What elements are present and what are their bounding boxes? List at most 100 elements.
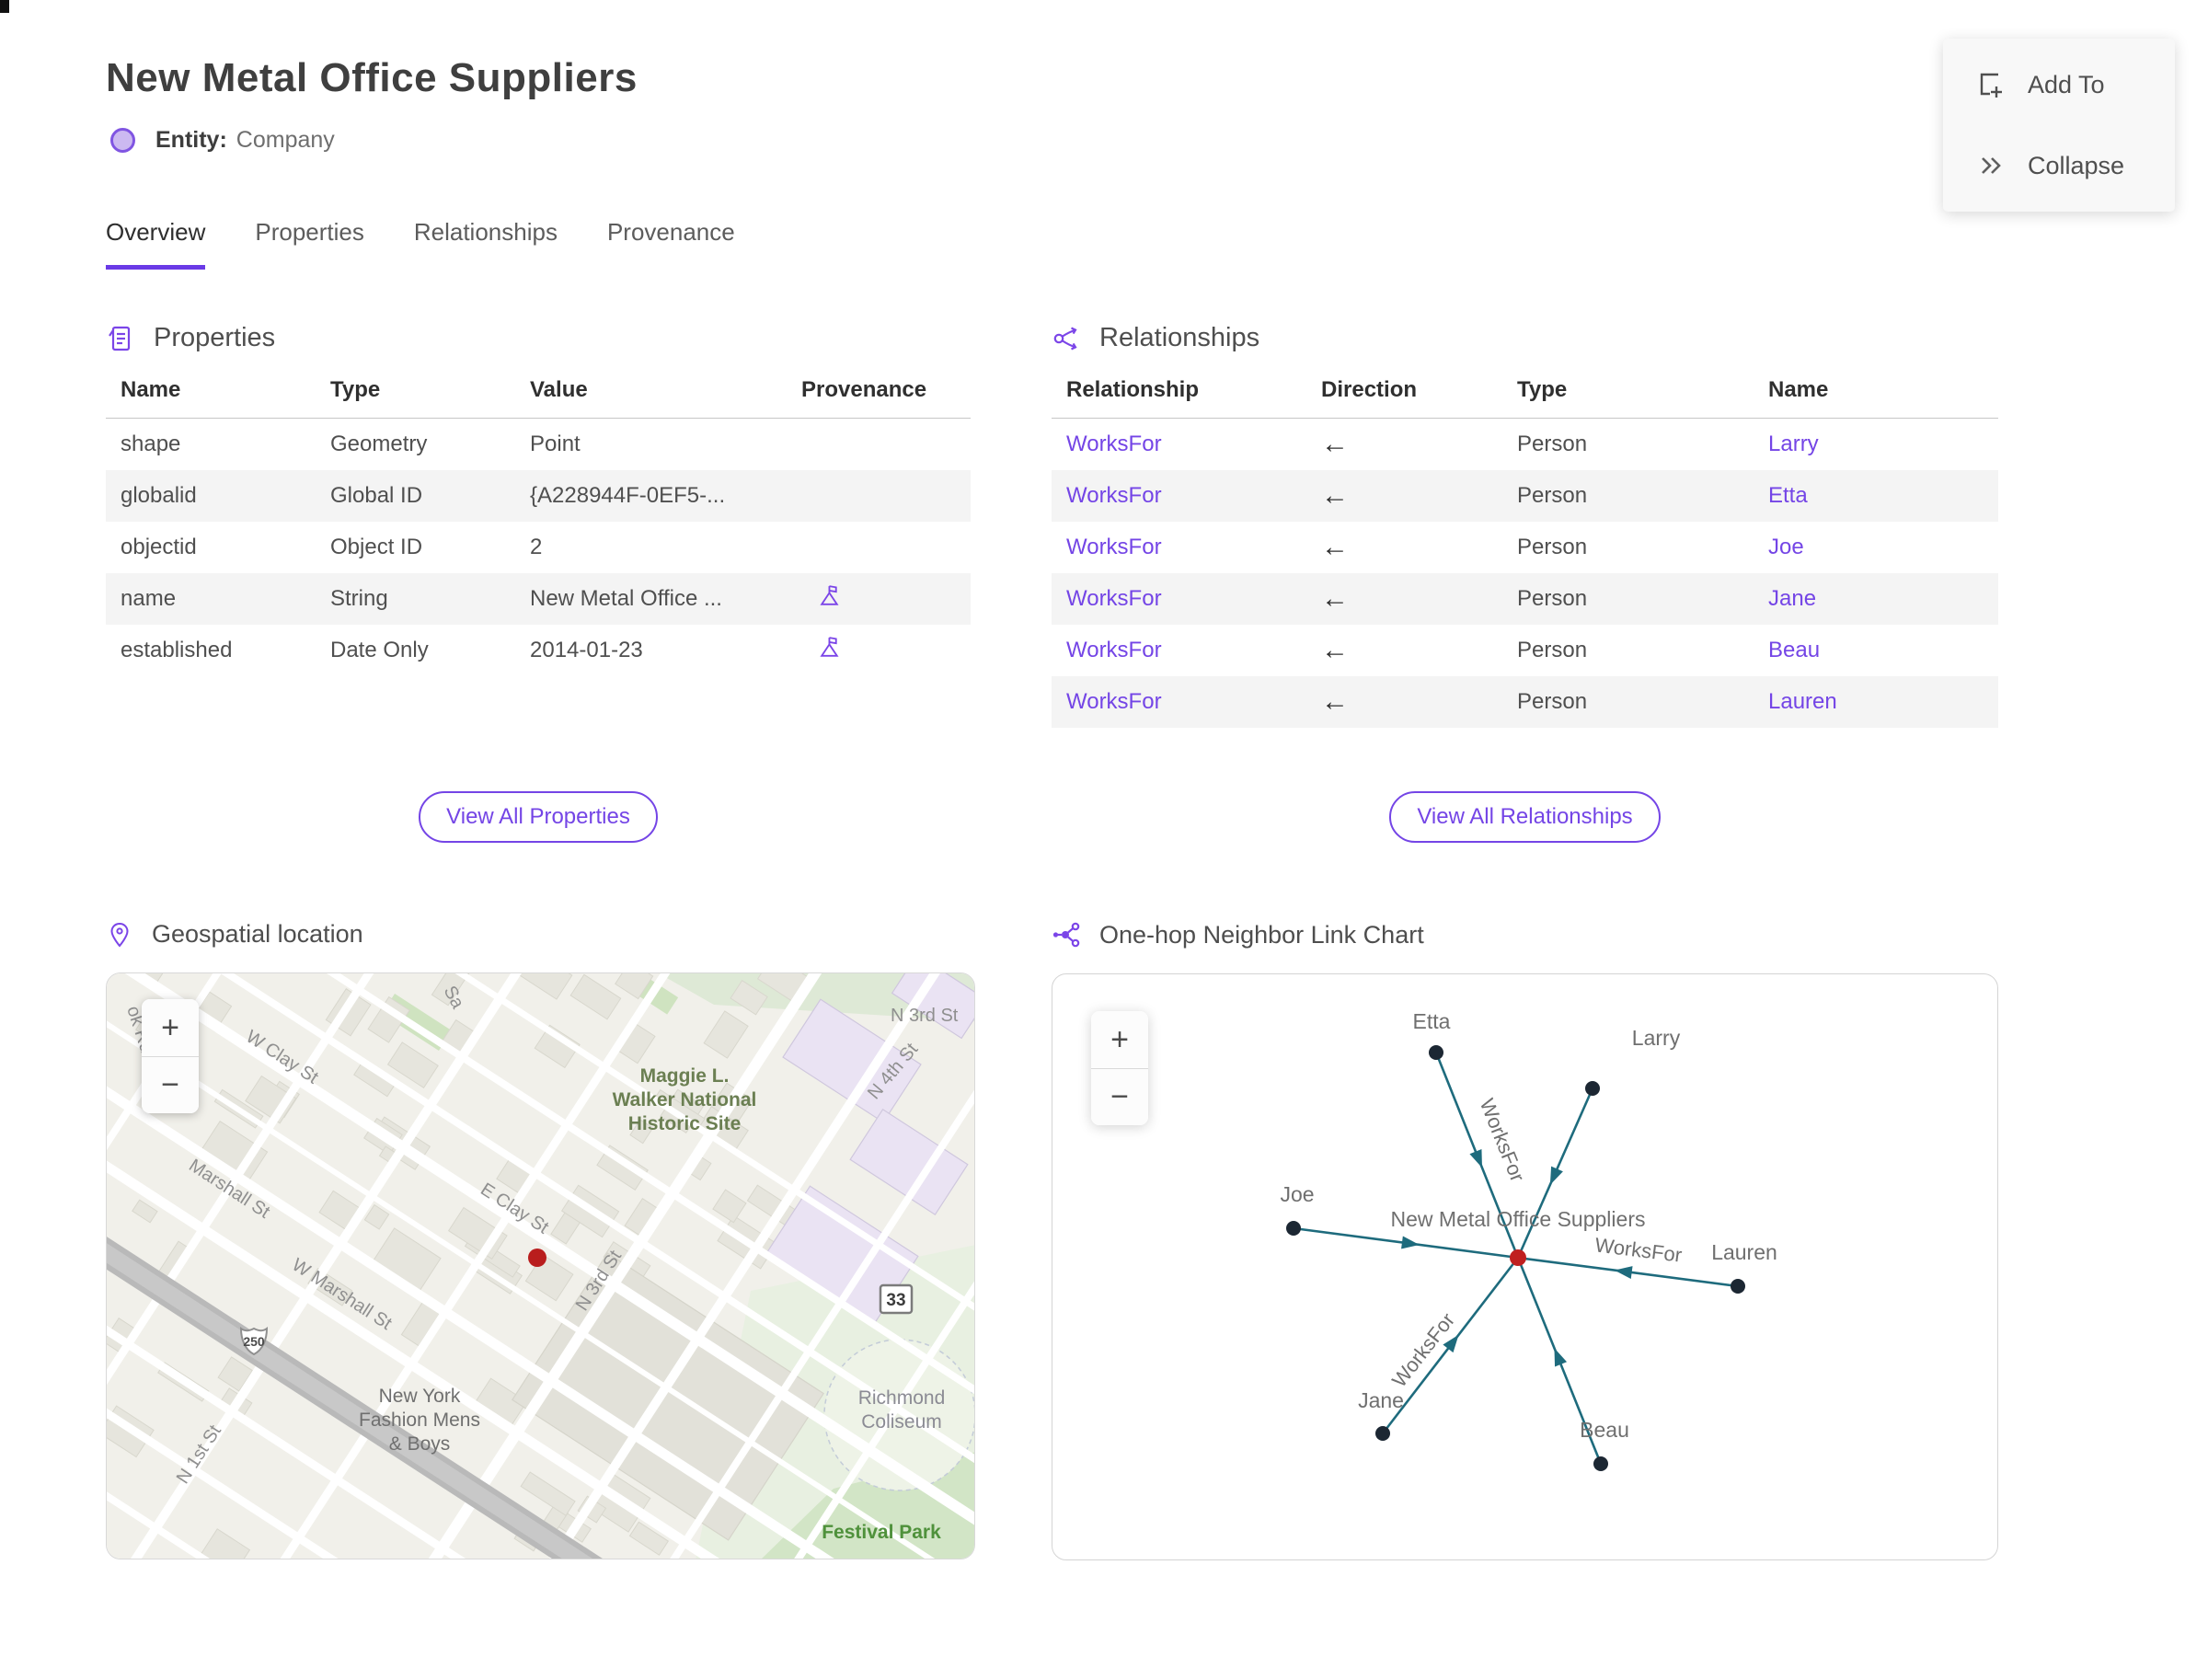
entity-type-value: Company	[236, 127, 335, 153]
relationship-link[interactable]: WorksFor	[1066, 688, 1162, 714]
node-label: Etta	[1413, 1009, 1451, 1033]
tab-properties[interactable]: Properties	[255, 218, 364, 246]
node-etta[interactable]	[1429, 1045, 1443, 1060]
direction-cell: ←	[1306, 625, 1502, 676]
property-value: 2014-01-23	[530, 637, 643, 662]
property-name: globalid	[106, 469, 316, 522]
relationship-row-etta: WorksFor ← Person Etta	[1052, 469, 1998, 522]
relationships-col-relationship: Relationship	[1052, 377, 1306, 419]
node-label: Lauren	[1711, 1240, 1777, 1264]
poi-label: Maggie L.	[640, 1065, 730, 1087]
tab-provenance[interactable]: Provenance	[606, 218, 735, 246]
poi-label: Richmond	[858, 1387, 946, 1409]
poi-label: Coliseum	[861, 1411, 942, 1433]
relationships-icon	[1053, 327, 1077, 350]
edge-arrowhead	[1401, 1236, 1420, 1249]
edge-label: WorksFor	[1593, 1233, 1683, 1266]
map-panel[interactable]: + − W Clay St Marshall St W Marshall St E C…	[106, 972, 975, 1559]
entity-name-link[interactable]: Beau	[1768, 637, 1821, 662]
relationship-link[interactable]: WorksFor	[1066, 482, 1162, 508]
entity-name-link[interactable]: Larry	[1768, 431, 1819, 456]
entity-location-marker[interactable]	[528, 1248, 546, 1267]
poi-label: Festival Park	[822, 1522, 941, 1543]
direction-arrow-icon: ←	[1321, 531, 1349, 562]
property-type: Geometry	[330, 431, 428, 456]
add-to-icon	[1980, 73, 2002, 98]
link-chart-panel[interactable]: + − WorksFor WorksFor WorksFor Etta Larry Joe…	[1052, 973, 1998, 1560]
property-type: String	[316, 572, 515, 625]
property-row-shape: shape Geometry Point	[106, 419, 971, 470]
relationship-cell: WorksFor	[1052, 522, 1306, 573]
relationship-cell: WorksFor	[1052, 675, 1306, 728]
map-zoom-in-button[interactable]: +	[142, 999, 199, 1056]
node-lauren[interactable]	[1731, 1279, 1745, 1294]
direction-arrow-icon: ←	[1321, 685, 1349, 717]
map-zoom-control: + −	[142, 999, 199, 1113]
view-all-relationships-button[interactable]: View All Relationships	[1389, 791, 1661, 843]
entity-name-link[interactable]: Jane	[1768, 585, 1817, 611]
property-row-name: name String New Metal Office ...	[106, 572, 971, 625]
edge-arrowhead	[1614, 1266, 1633, 1279]
type-cell: Person	[1517, 637, 1588, 662]
chart-zoom-in-button[interactable]: +	[1091, 1011, 1148, 1068]
direction-cell: ←	[1306, 419, 1502, 470]
node-center-entity[interactable]	[1510, 1249, 1526, 1266]
relationships-col-name: Name	[1754, 377, 1998, 419]
poi-label: Walker National	[613, 1089, 757, 1110]
type-cell: Person	[1502, 572, 1754, 625]
node-larry[interactable]	[1585, 1081, 1600, 1096]
entity-label: Entity:	[155, 127, 227, 153]
map-zoom-out-button[interactable]: −	[142, 1056, 199, 1113]
relationship-cell: WorksFor	[1052, 419, 1306, 470]
entity-name-link[interactable]: Etta	[1768, 482, 1808, 508]
name-cell: Etta	[1754, 469, 1998, 522]
link-chart-canvas[interactable]: WorksForWorksForWorksForEttaLarryJoeLaur…	[1052, 974, 1998, 1560]
entity-name-link[interactable]: Lauren	[1768, 688, 1837, 714]
relationship-link[interactable]: WorksFor	[1066, 431, 1162, 456]
relationship-row-jane: WorksFor ← Person Jane	[1052, 572, 1998, 625]
property-row-objectid: objectid Object ID 2	[106, 522, 971, 573]
property-row-globalid: globalid Global ID {A228944F-0EF5-...	[106, 469, 971, 522]
route-shield: 250	[239, 1327, 269, 1356]
direction-cell: ←	[1306, 572, 1502, 625]
tab-relationships[interactable]: Relationships	[413, 218, 558, 246]
relationships-col-type: Type	[1502, 377, 1754, 419]
node-label: Jane	[1358, 1388, 1404, 1412]
add-to-button[interactable]: Add To	[1976, 70, 2142, 99]
relationships-section: Relationships Relationship Direction Type N…	[1052, 323, 1998, 1560]
properties-col-value: Value	[515, 377, 787, 419]
relationship-link[interactable]: WorksFor	[1066, 637, 1162, 662]
screen-corner-artifact	[0, 0, 9, 13]
link-chart-title: One-hop Neighbor Link Chart	[1099, 920, 1424, 949]
view-all-properties-button[interactable]: View All Properties	[419, 791, 658, 843]
chart-zoom-out-button[interactable]: −	[1091, 1068, 1148, 1125]
provenance-flag-icon[interactable]	[818, 583, 843, 608]
properties-col-type: Type	[316, 377, 515, 419]
node-label: Joe	[1280, 1182, 1314, 1206]
relationship-link[interactable]: WorksFor	[1066, 585, 1162, 611]
relationships-table: Relationship Direction Type Name WorksFor ← P…	[1052, 377, 1998, 728]
node-joe[interactable]	[1286, 1221, 1301, 1236]
street-label: N 3rd St	[891, 1006, 959, 1026]
node-beau[interactable]	[1593, 1456, 1608, 1471]
property-provenance	[787, 419, 971, 470]
poi-label: & Boys	[389, 1433, 451, 1455]
center-node-label: New Metal Office Suppliers	[1391, 1207, 1646, 1231]
tab-bar: Overview Properties Relationships Provenanc…	[106, 218, 2208, 270]
name-cell: Jane	[1754, 572, 1998, 625]
entity-name-link[interactable]: Joe	[1768, 534, 1804, 559]
property-row-established: established Date Only 2014-01-23	[106, 625, 971, 676]
collapse-button[interactable]: Collapse	[1976, 151, 2142, 180]
relationship-link[interactable]: WorksFor	[1066, 534, 1162, 559]
node-jane[interactable]	[1375, 1426, 1390, 1441]
direction-arrow-icon: ←	[1321, 634, 1349, 665]
provenance-flag-icon[interactable]	[818, 635, 843, 660]
property-provenance	[787, 522, 971, 573]
direction-arrow-icon: ←	[1321, 428, 1349, 459]
node-label: Beau	[1580, 1418, 1629, 1442]
properties-title: Properties	[154, 323, 276, 352]
name-cell: Beau	[1754, 625, 1998, 676]
type-cell: Person	[1502, 675, 1754, 728]
tab-overview[interactable]: Overview	[106, 218, 206, 270]
